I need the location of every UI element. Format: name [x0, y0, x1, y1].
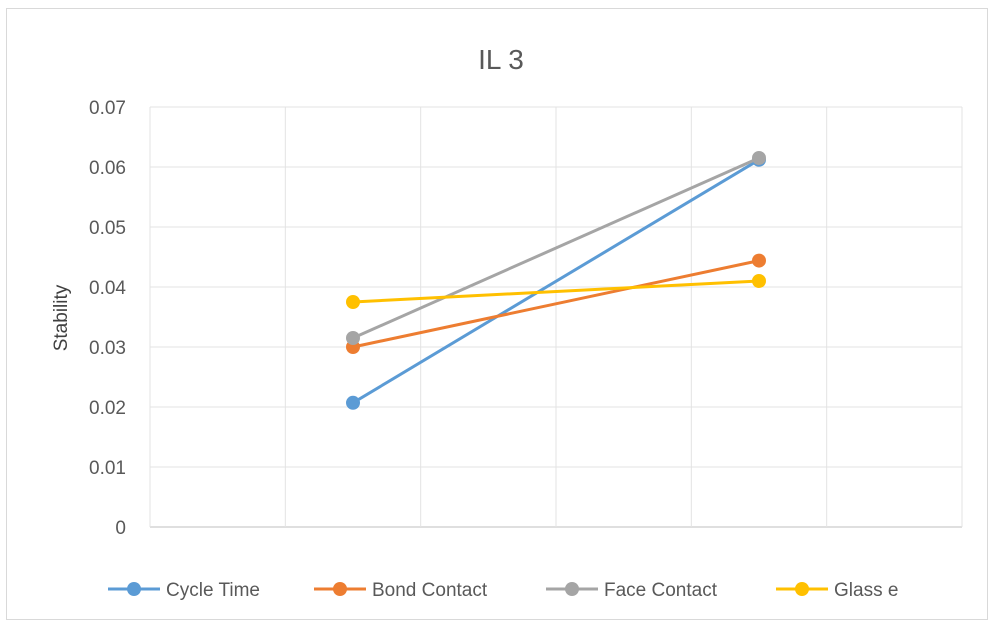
series-group [346, 151, 766, 410]
chart-frame [6, 8, 988, 620]
legend-item: Cycle Time [108, 580, 260, 601]
series-line [352, 158, 760, 405]
legend-item: Glass e [776, 580, 898, 601]
legend-swatch-marker [333, 582, 347, 596]
series-line [352, 259, 760, 349]
legend-swatch-marker [565, 582, 579, 596]
legend: Cycle Time Bond Contact Face Contact Glass … [108, 580, 898, 601]
series-line [352, 156, 760, 340]
series-line [352, 279, 760, 304]
chart-title: IL 3 [478, 44, 524, 75]
data-point [752, 151, 766, 165]
y-tick-label: 0 [115, 518, 126, 539]
y-tick-label: 0.06 [89, 158, 126, 179]
legend-label: Bond Contact [372, 580, 488, 601]
legend-label: Face Contact [604, 580, 718, 601]
series [346, 274, 766, 309]
y-tick-label: 0.03 [89, 338, 126, 359]
legend-item: Face Contact [546, 580, 718, 601]
y-axis-ticks: 0 0.01 0.02 0.03 0.04 0.05 0.06 0.07 [89, 98, 126, 539]
data-point [752, 253, 766, 268]
legend-swatch-marker [127, 582, 141, 596]
y-tick-label: 0.01 [89, 458, 126, 479]
legend-label: Cycle Time [166, 580, 260, 601]
legend-label: Glass e [834, 580, 898, 601]
y-axis-label: Stability [51, 284, 72, 351]
y-tick-label: 0.05 [89, 218, 126, 239]
data-point [346, 295, 360, 309]
series [346, 253, 766, 354]
legend-swatch-marker [795, 582, 809, 596]
data-point [346, 331, 360, 345]
data-point [346, 395, 360, 410]
legend-item: Bond Contact [314, 580, 488, 601]
y-tick-label: 0.02 [89, 398, 126, 419]
series [346, 151, 766, 345]
y-tick-label: 0.04 [89, 278, 126, 299]
gridlines [149, 106, 963, 528]
y-tick-label: 0.07 [89, 98, 126, 119]
data-point [752, 274, 766, 288]
